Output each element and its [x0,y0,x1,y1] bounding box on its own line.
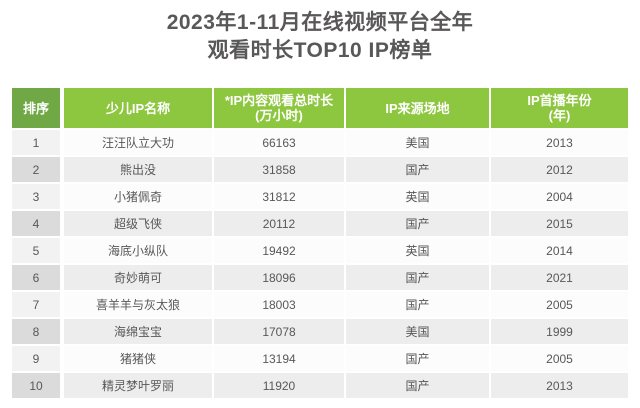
source-cell: 国产 [346,265,489,290]
rank-cell: 4 [12,211,60,236]
name-cell: 海底小纵队 [64,238,212,263]
table-row: 9 猪猪侠 13194 国产 2005 [12,346,628,371]
hours-cell: 31858 [214,157,344,182]
year-cell: 2021 [491,265,628,290]
rank-cell: 8 [12,319,60,344]
year-cell: 2015 [491,211,628,236]
year-cell: 2005 [491,292,628,317]
header-premiere-year-line2: (年) [548,108,571,123]
ranking-infographic: 2023年1-11月在线视频平台全年 观看时长TOP10 IP榜单 排序 少儿I… [0,0,640,398]
source-cell: 国产 [346,373,489,398]
source-cell: 美国 [346,130,489,155]
header-premiere-year: IP首播年份 (年) [491,88,628,128]
name-cell: 超级飞侠 [64,211,212,236]
rank-cell: 10 [12,373,60,398]
header-source: IP来源场地 [346,88,489,128]
source-cell: 国产 [346,346,489,371]
hours-cell: 66163 [214,130,344,155]
year-cell: 2014 [491,238,628,263]
name-cell: 海绵宝宝 [64,319,212,344]
table-header-row: 排序 少儿IP名称 *IP内容观看总时长 (万小时) IP来源场地 IP首播年份… [12,88,628,128]
name-cell: 喜羊羊与灰太狼 [64,292,212,317]
header-watch-hours: *IP内容观看总时长 (万小时) [214,88,344,128]
hours-cell: 11920 [214,373,344,398]
hours-cell: 13194 [214,346,344,371]
source-cell: 英国 [346,184,489,209]
rank-cell: 9 [12,346,60,371]
table-row: 6 奇妙萌可 18096 国产 2021 [12,265,628,290]
hours-cell: 19492 [214,238,344,263]
source-cell: 国产 [346,292,489,317]
table-row: 4 超级飞侠 20112 国产 2015 [12,211,628,236]
year-cell: 1999 [491,319,628,344]
page-title: 2023年1-11月在线视频平台全年 观看时长TOP10 IP榜单 [0,0,640,65]
header-watch-hours-line1: *IP内容观看总时长 [224,93,334,108]
name-cell: 奇妙萌可 [64,265,212,290]
table-row: 8 海绵宝宝 17078 美国 1999 [12,319,628,344]
page-title-line1: 2023年1-11月在线视频平台全年 [166,11,474,34]
name-cell: 猪猪侠 [64,346,212,371]
top10-table: 排序 少儿IP名称 *IP内容观看总时长 (万小时) IP来源场地 IP首播年份… [12,88,628,398]
year-cell: 2005 [491,346,628,371]
year-cell: 2004 [491,184,628,209]
header-premiere-year-line1: IP首播年份 [527,93,592,108]
name-cell: 汪汪队立大功 [64,130,212,155]
year-cell: 2013 [491,130,628,155]
source-cell: 国产 [346,157,489,182]
source-cell: 美国 [346,319,489,344]
rank-cell: 3 [12,184,60,209]
table-row: 3 小猪佩奇 31812 英国 2004 [12,184,628,209]
header-rank: 排序 [12,88,60,128]
rank-cell: 2 [12,157,60,182]
name-cell: 熊出没 [64,157,212,182]
table-row: 1 汪汪队立大功 66163 美国 2013 [12,130,628,155]
table-row: 7 喜羊羊与灰太狼 18003 国产 2005 [12,292,628,317]
table-row: 5 海底小纵队 19492 英国 2014 [12,238,628,263]
year-cell: 2012 [491,157,628,182]
rank-cell: 7 [12,292,60,317]
name-cell: 小猪佩奇 [64,184,212,209]
hours-cell: 31812 [214,184,344,209]
rank-cell: 5 [12,238,60,263]
hours-cell: 17078 [214,319,344,344]
rank-cell: 6 [12,265,60,290]
rank-cell: 1 [12,130,60,155]
hours-cell: 18096 [214,265,344,290]
hours-cell: 20112 [214,211,344,236]
header-watch-hours-line2: (万小时) [255,108,303,123]
hours-cell: 18003 [214,292,344,317]
source-cell: 国产 [346,211,489,236]
source-cell: 英国 [346,238,489,263]
table-row: 10 精灵梦叶罗丽 11920 国产 2013 [12,373,628,398]
page-title-line2: 观看时长TOP10 IP榜单 [207,39,433,62]
name-cell: 精灵梦叶罗丽 [64,373,212,398]
header-ip-name: 少儿IP名称 [64,88,212,128]
table-row: 2 熊出没 31858 国产 2012 [12,157,628,182]
year-cell: 2013 [491,373,628,398]
